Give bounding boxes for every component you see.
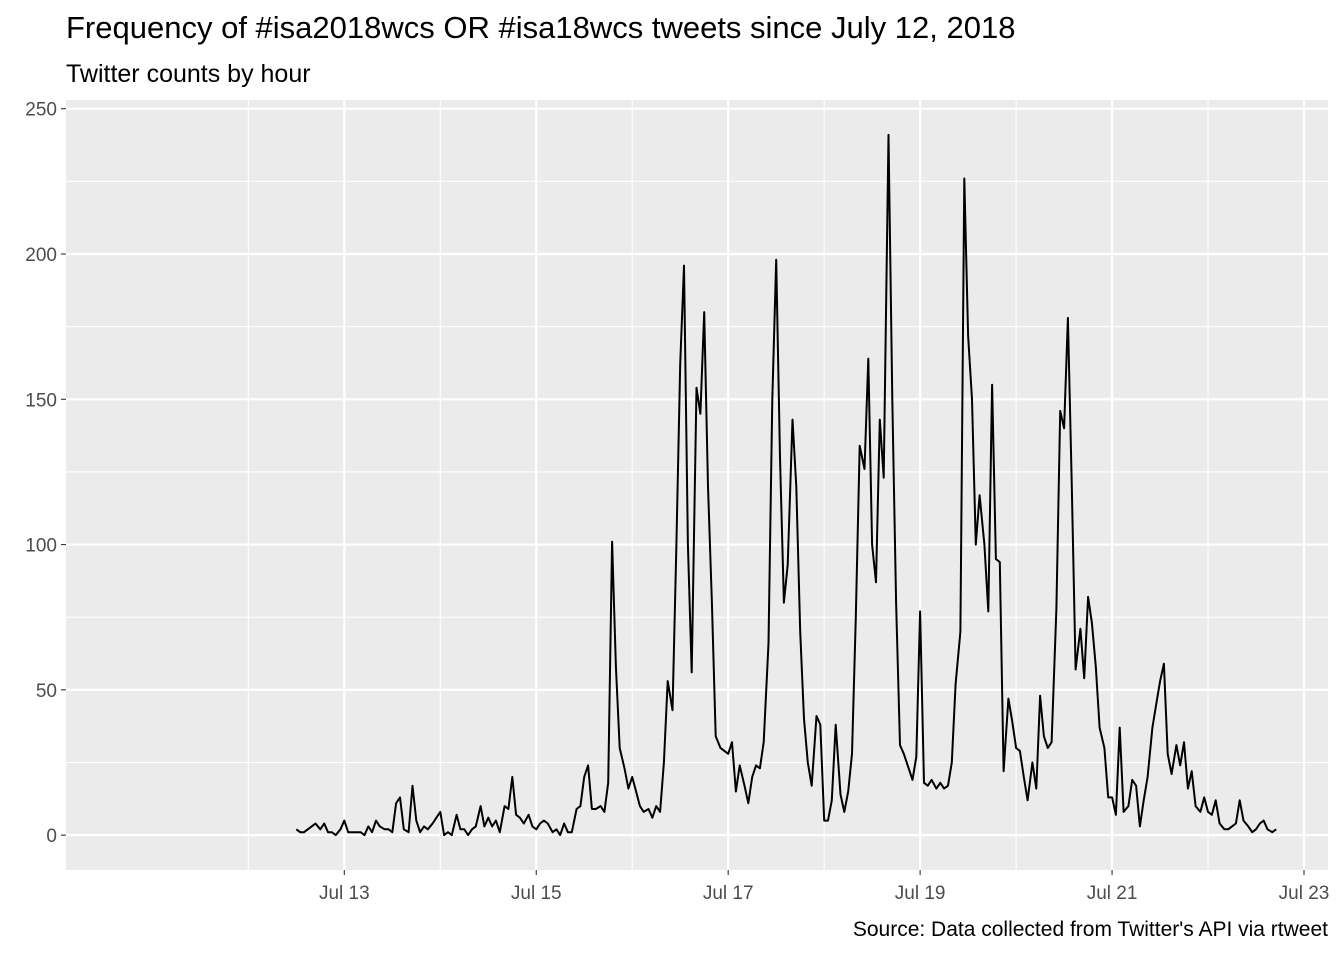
minor-gridlines [66, 100, 1328, 870]
x-tick-label: Jul 13 [319, 883, 370, 904]
x-axis: Jul 13 Jul 15 Jul 17 Jul 19 Jul 21 Jul 23 [319, 870, 1329, 904]
chart-subtitle: Twitter counts by hour [66, 60, 311, 88]
chart-caption: Source: Data collected from Twitter's AP… [852, 918, 1328, 941]
series-layer [295, 133, 1277, 837]
series-line-0 [295, 133, 1277, 837]
x-tick-label: Jul 17 [703, 883, 754, 904]
major-gridlines [66, 100, 1328, 870]
y-tick-label: 200 [25, 245, 57, 266]
y-axis: 0 50 100 150 200 250 [25, 100, 66, 847]
chart-title: Frequency of #isa2018wcs OR #isa18wcs tw… [66, 10, 1016, 45]
y-tick-label: 250 [25, 100, 57, 121]
x-tick-label: Jul 21 [1087, 883, 1138, 904]
y-tick-label: 0 [46, 826, 57, 847]
y-tick-label: 100 [25, 536, 57, 557]
x-tick-label: Jul 15 [511, 883, 562, 904]
plot-panel [66, 100, 1328, 870]
y-tick-label: 150 [25, 390, 57, 411]
y-tick-label: 50 [36, 681, 57, 702]
x-tick-label: Jul 19 [895, 883, 946, 904]
x-tick-label: Jul 23 [1279, 883, 1330, 904]
